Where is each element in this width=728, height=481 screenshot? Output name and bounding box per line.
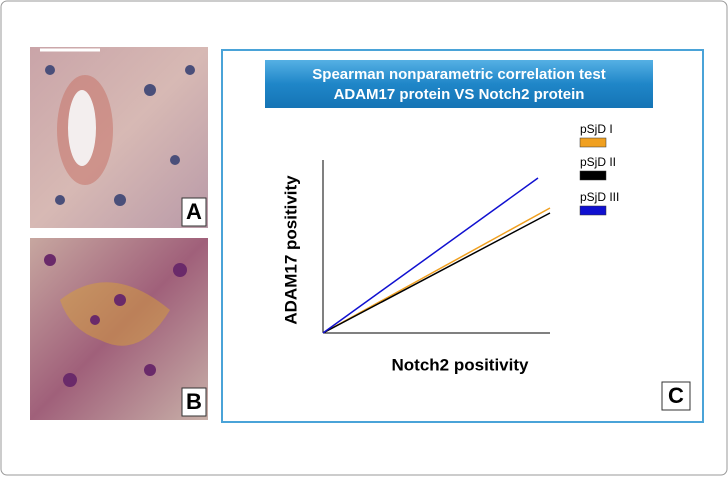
- image-a: A: [30, 47, 208, 228]
- panel-label: A: [186, 199, 202, 224]
- panel-c: Spearman nonparametric correlation test …: [221, 49, 704, 423]
- legend-label: pSjD III: [580, 190, 619, 204]
- title-banner: [265, 60, 653, 108]
- series-line: [322, 212, 551, 334]
- panel-label: B: [186, 389, 202, 414]
- legend-swatch: [579, 170, 607, 181]
- chart-title: ADAM17 protein VS Notch2 protein: [334, 86, 585, 103]
- x-axis-label: Notch2 positivity: [392, 355, 530, 374]
- series-line: [322, 177, 539, 334]
- legend-label: pSjD II: [580, 155, 616, 169]
- legend-label: pSjD I: [580, 122, 613, 136]
- legend-swatch: [579, 137, 607, 148]
- legend-swatch: [579, 205, 607, 216]
- panel-label: C: [668, 383, 684, 408]
- y-axis-label: ADAM17 positivity: [281, 175, 300, 325]
- image-b: B: [30, 238, 208, 420]
- chart-title: Spearman nonparametric correlation test: [312, 66, 605, 83]
